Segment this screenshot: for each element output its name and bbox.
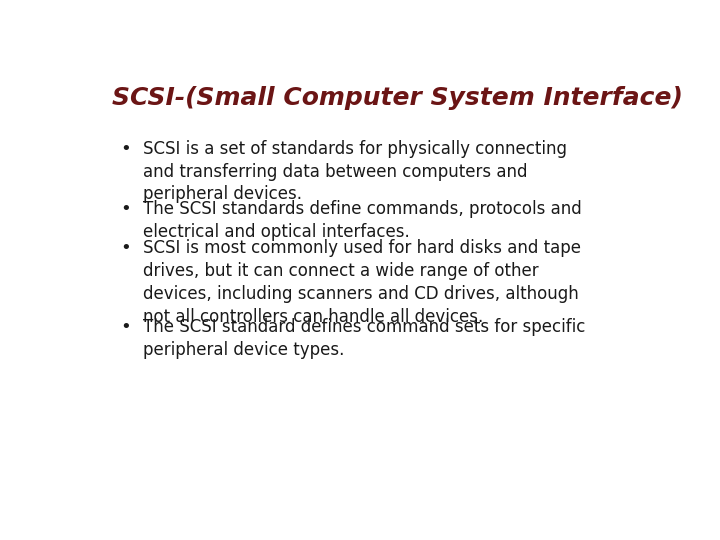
- Text: The SCSI standard defines command sets for specific
peripheral device types.: The SCSI standard defines command sets f…: [143, 319, 585, 359]
- Text: •: •: [121, 319, 132, 336]
- Text: •: •: [121, 200, 132, 218]
- Text: SCSI-(Small Computer System Interface): SCSI-(Small Computer System Interface): [112, 85, 683, 110]
- Text: •: •: [121, 140, 132, 158]
- Text: SCSI is a set of standards for physically connecting
and transferring data betwe: SCSI is a set of standards for physicall…: [143, 140, 567, 204]
- Text: SCSI is most commonly used for hard disks and tape
drives, but it can connect a : SCSI is most commonly used for hard disk…: [143, 239, 581, 326]
- Text: The SCSI standards define commands, protocols and
electrical and optical interfa: The SCSI standards define commands, prot…: [143, 200, 582, 241]
- Text: •: •: [121, 239, 132, 258]
